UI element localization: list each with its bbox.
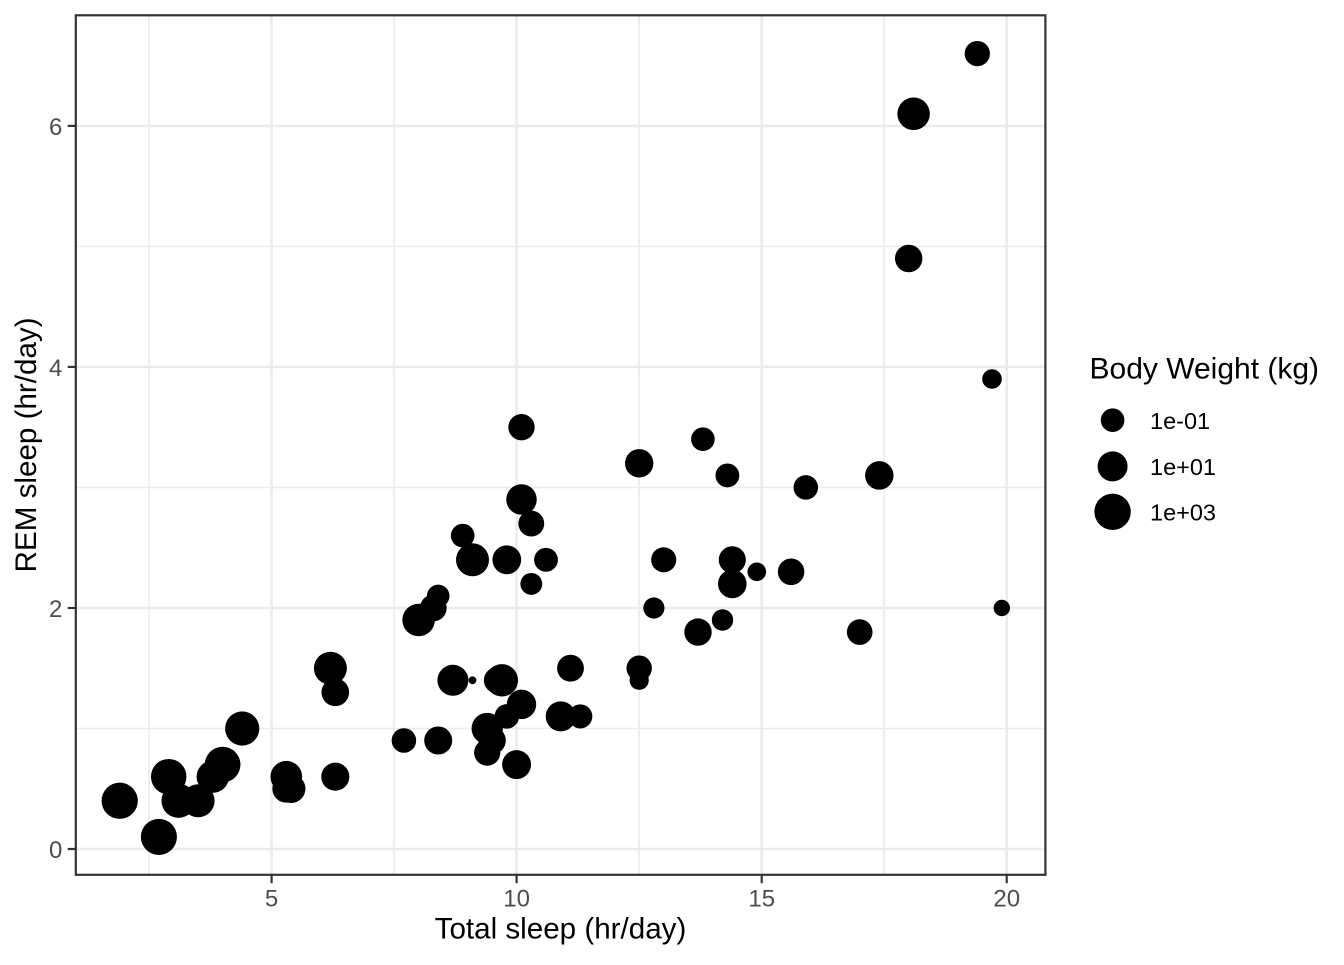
- svg-text:2: 2: [49, 596, 62, 623]
- svg-text:Total sleep (hr/day): Total sleep (hr/day): [435, 913, 687, 946]
- svg-text:1e-01: 1e-01: [1150, 408, 1210, 434]
- svg-text:15: 15: [748, 885, 775, 912]
- svg-text:20: 20: [993, 885, 1020, 912]
- svg-text:4: 4: [49, 355, 62, 382]
- svg-text:5: 5: [265, 885, 278, 912]
- svg-text:10: 10: [503, 885, 530, 912]
- svg-text:REM sleep (hr/day): REM sleep (hr/day): [10, 317, 43, 572]
- svg-text:6: 6: [49, 114, 62, 141]
- svg-text:Body Weight (kg): Body Weight (kg): [1090, 353, 1320, 386]
- svg-text:1e+03: 1e+03: [1150, 500, 1216, 526]
- svg-text:0: 0: [49, 837, 62, 864]
- svg-text:1e+01: 1e+01: [1150, 454, 1216, 480]
